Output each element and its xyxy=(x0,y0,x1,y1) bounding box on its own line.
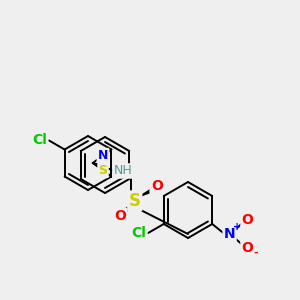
Text: N: N xyxy=(224,227,236,241)
Text: S: S xyxy=(98,164,107,177)
Text: Cl: Cl xyxy=(32,134,47,148)
Text: O: O xyxy=(242,213,254,227)
Text: O: O xyxy=(242,241,254,255)
Text: NH: NH xyxy=(113,164,132,178)
Text: -: - xyxy=(253,248,258,258)
Text: O: O xyxy=(151,179,163,193)
Text: O: O xyxy=(114,209,126,223)
Text: S: S xyxy=(129,192,141,210)
Text: N: N xyxy=(98,149,108,162)
Text: Cl: Cl xyxy=(131,226,146,240)
Text: +: + xyxy=(232,222,241,232)
